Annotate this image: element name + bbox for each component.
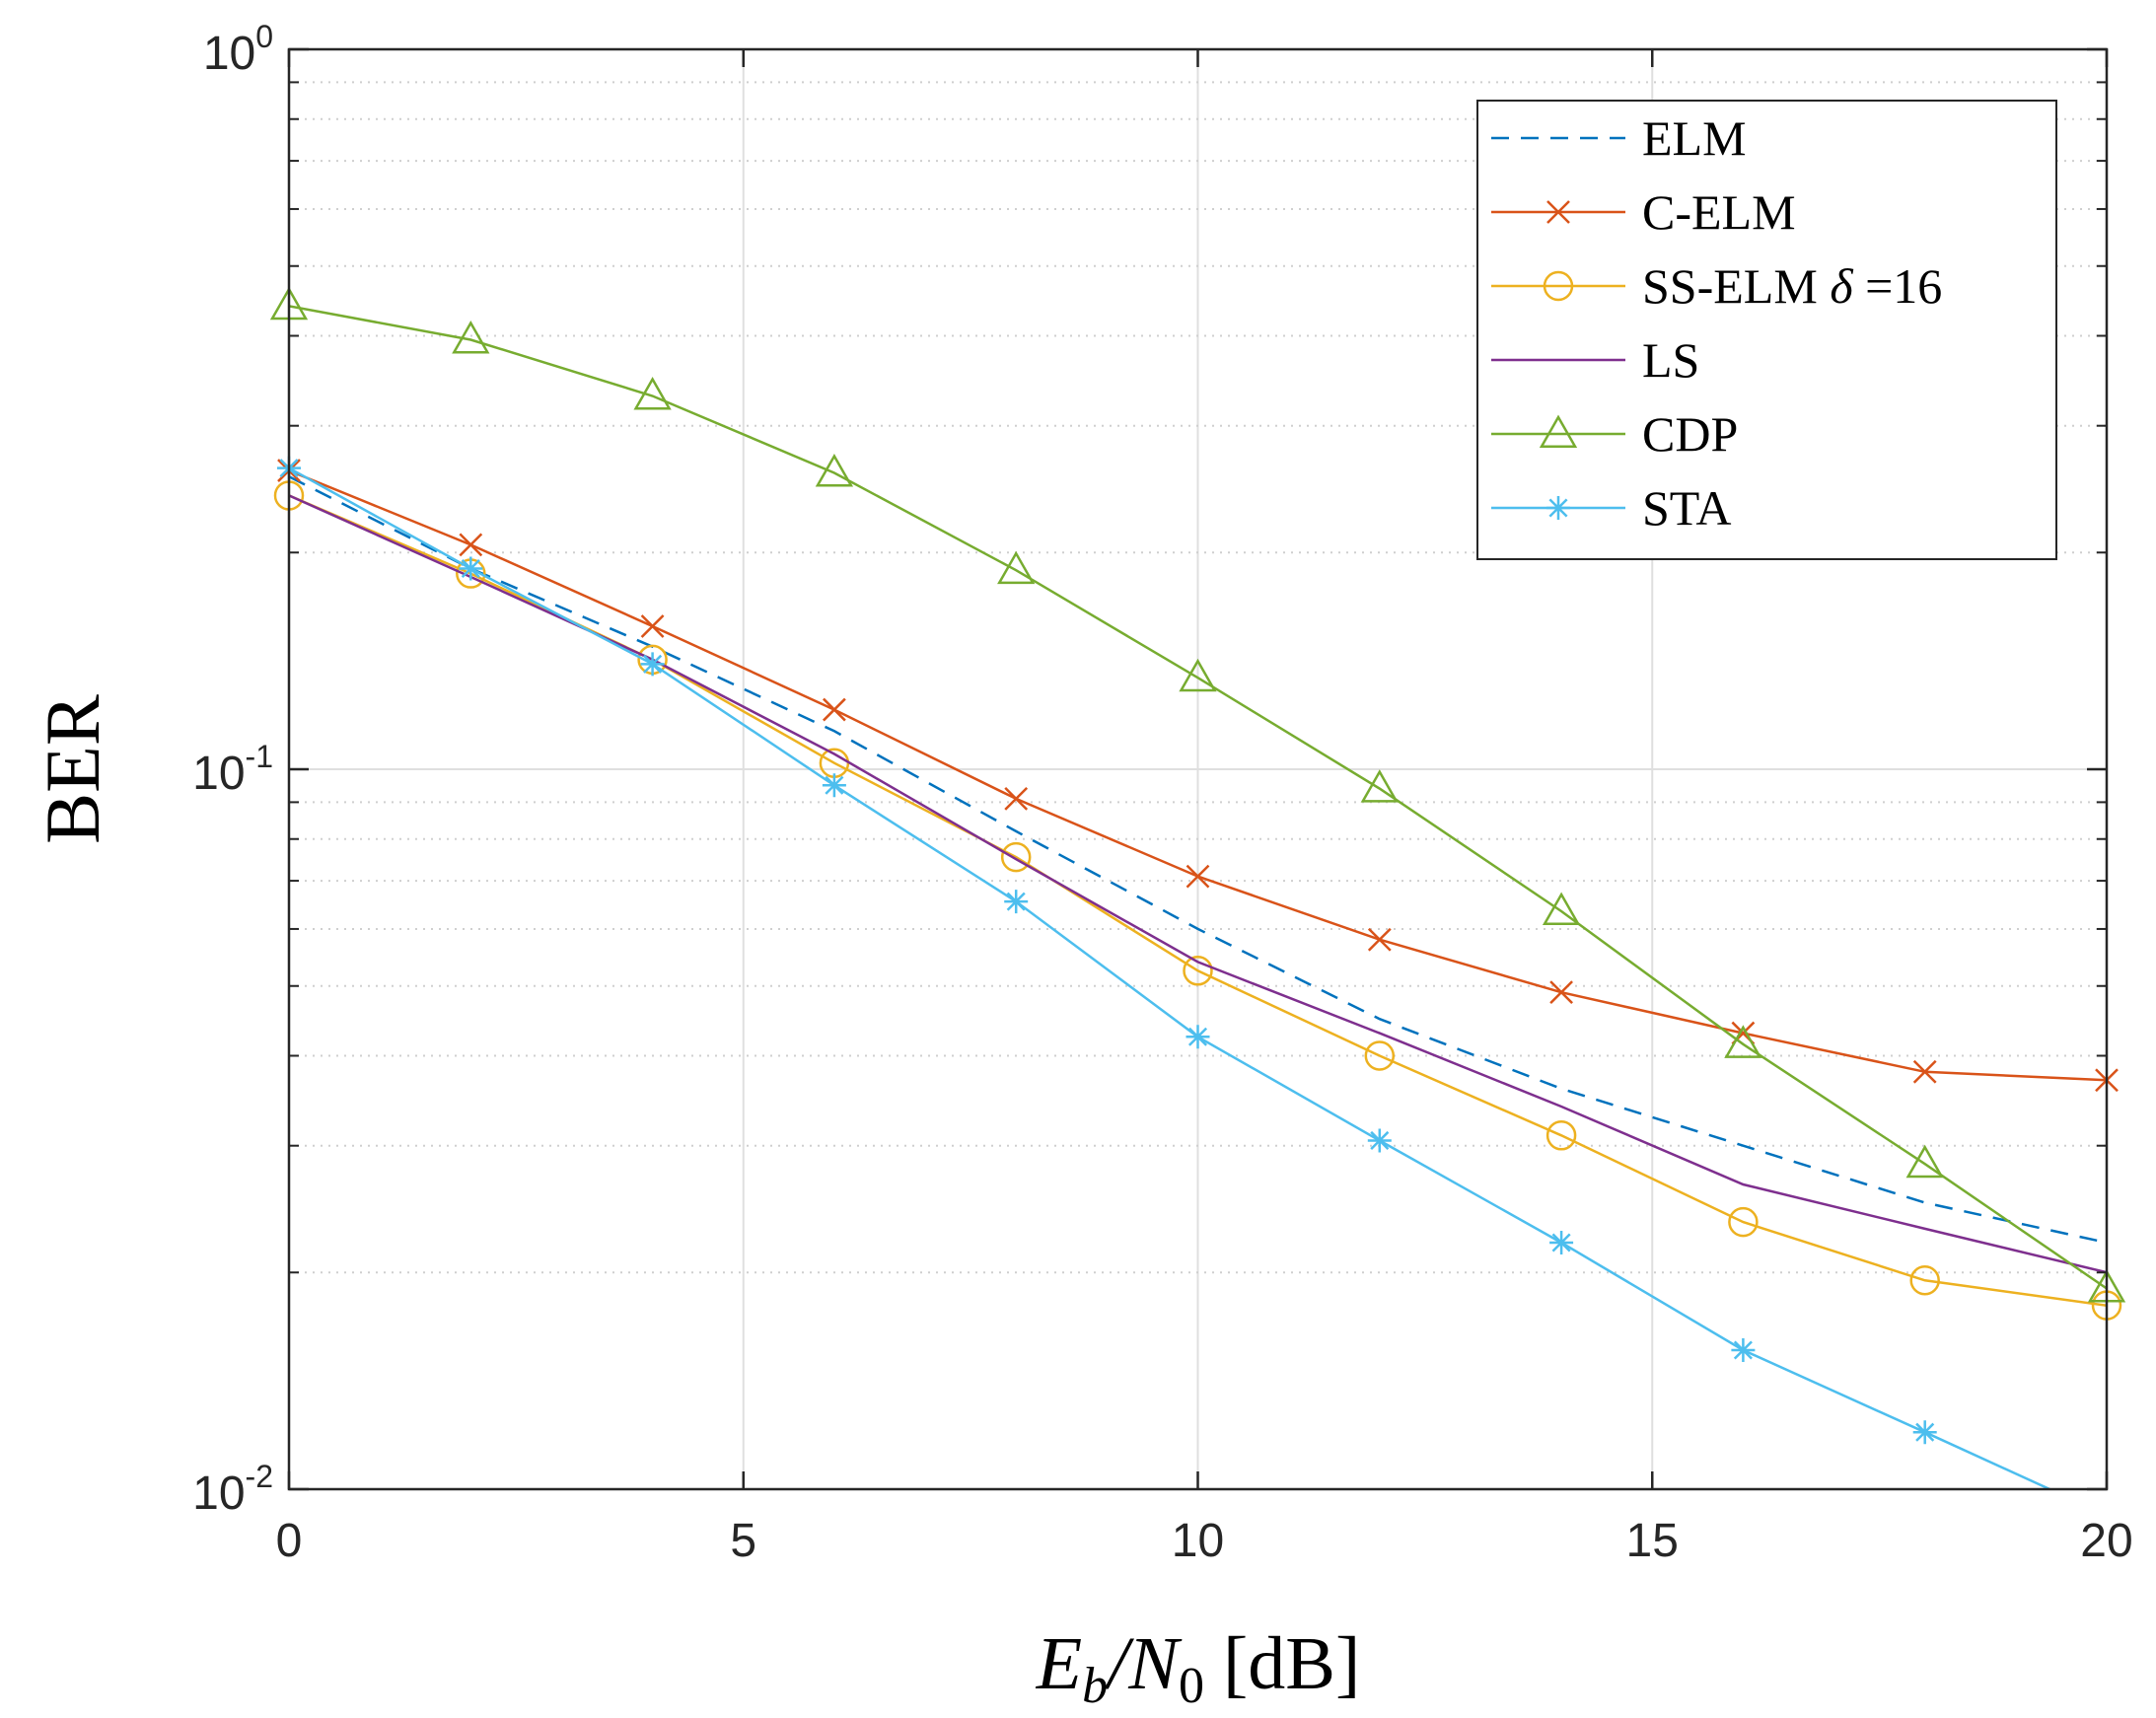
- x-label-slash-n: /N: [1104, 1622, 1183, 1705]
- x-label-e: E: [1036, 1622, 1082, 1705]
- legend: ELM C-ELM SS-ELM δ =16 LS CDP STA: [1476, 100, 2057, 560]
- data-point-c-elm: [1186, 864, 1210, 889]
- legend-marker-ss-elm-16: [1543, 270, 1574, 302]
- y-tick-exponent: -2: [246, 1459, 273, 1494]
- data-point-cdp: [1360, 769, 1399, 803]
- data-point-sta: [1549, 1231, 1574, 1255]
- data-point-c-elm: [1912, 1059, 1937, 1084]
- y-tick-base: 10: [192, 748, 245, 800]
- series-elm: [289, 475, 2107, 1245]
- series-markers-c-elm: [277, 459, 2119, 1093]
- data-point-cdp: [997, 550, 1036, 585]
- legend-label-sta: STA: [1642, 480, 1731, 536]
- y-tick-base: 10: [203, 28, 255, 80]
- data-point-ss-elm-16: [1728, 1206, 1759, 1238]
- data-point-ss-elm-16: [1000, 841, 1032, 873]
- data-point-cdp: [1179, 658, 1217, 692]
- legend-label-c-elm: C-ELM: [1642, 184, 1796, 240]
- legend-label-ss-elm-16: SS-ELM δ =16: [1642, 258, 1942, 314]
- series-line-elm: [289, 475, 2107, 1245]
- plot-series: [269, 286, 2126, 1489]
- data-point-cdp: [1724, 1025, 1762, 1058]
- legend-label-elm: ELM: [1642, 110, 1747, 166]
- legend-marker-cdp: [1539, 414, 1578, 448]
- data-point-ss-elm-16: [1545, 1120, 1577, 1151]
- data-point-cdp: [452, 320, 490, 354]
- data-point-sta: [1186, 1025, 1210, 1049]
- data-point-sta: [822, 773, 846, 798]
- data-point-sta: [640, 652, 665, 677]
- x-tick-label: 10: [1172, 1515, 1224, 1567]
- y-tick-base: 10: [192, 1467, 245, 1520]
- data-point-c-elm: [640, 614, 665, 638]
- y-tick-exponent: 0: [255, 19, 273, 54]
- x-label-sub-b: b: [1082, 1658, 1108, 1714]
- data-point-ss-elm-16: [1183, 956, 1213, 986]
- y-tick-label: 10-1: [192, 739, 273, 800]
- legend-label-cdp: CDP: [1642, 406, 1738, 462]
- x-label-sub-0: 0: [1179, 1658, 1204, 1714]
- legend-label-prefix: SS-ELM: [1642, 258, 1830, 314]
- data-point-cdp: [815, 453, 854, 487]
- x-tick-label: 20: [2080, 1515, 2132, 1567]
- x-axis-label: Eb/N0 [dB]: [1036, 1622, 1361, 1714]
- data-point-sta: [1731, 1338, 1756, 1363]
- data-point-ss-elm-16: [1909, 1265, 1940, 1296]
- data-point-cdp: [1542, 892, 1581, 925]
- y-axis-label: BER: [30, 694, 115, 844]
- legend-box: [1476, 100, 2057, 560]
- legend-label-suffix: =16: [1853, 258, 1943, 314]
- x-tick-label: 0: [276, 1515, 303, 1567]
- data-point-sta: [459, 556, 483, 581]
- y-tick-exponent: -1: [246, 739, 273, 774]
- y-tick-label: 10-2: [192, 1459, 273, 1520]
- y-tick-label: 100: [203, 19, 273, 80]
- data-point-ss-elm-16: [1364, 1040, 1396, 1071]
- data-point-cdp: [1905, 1144, 1944, 1179]
- data-point-c-elm: [1367, 927, 1392, 952]
- data-point-c-elm: [459, 533, 483, 557]
- series-line-cdp: [289, 305, 2107, 1290]
- series-cdp: [289, 305, 2107, 1290]
- data-point-sta: [1004, 890, 1029, 914]
- legend-marker-c-elm: [1546, 200, 1570, 224]
- x-tick-label: 5: [730, 1515, 756, 1567]
- data-point-sta: [1912, 1420, 1937, 1445]
- legend-label-symbol: δ: [1830, 258, 1853, 314]
- series-markers-ss-elm-16: [273, 480, 2122, 1321]
- legend-label-ls: LS: [1642, 332, 1699, 388]
- data-point-cdp: [633, 376, 672, 410]
- data-point-c-elm: [1549, 980, 1573, 1005]
- data-point-c-elm: [823, 697, 846, 722]
- series-markers-cdp: [269, 286, 2126, 1303]
- x-tick-label: 15: [1626, 1515, 1679, 1567]
- x-label-unit: [dB]: [1204, 1622, 1360, 1705]
- legend-marker-sta: [1546, 496, 1570, 520]
- data-point-c-elm: [1004, 787, 1029, 811]
- data-point-sta: [1367, 1128, 1392, 1153]
